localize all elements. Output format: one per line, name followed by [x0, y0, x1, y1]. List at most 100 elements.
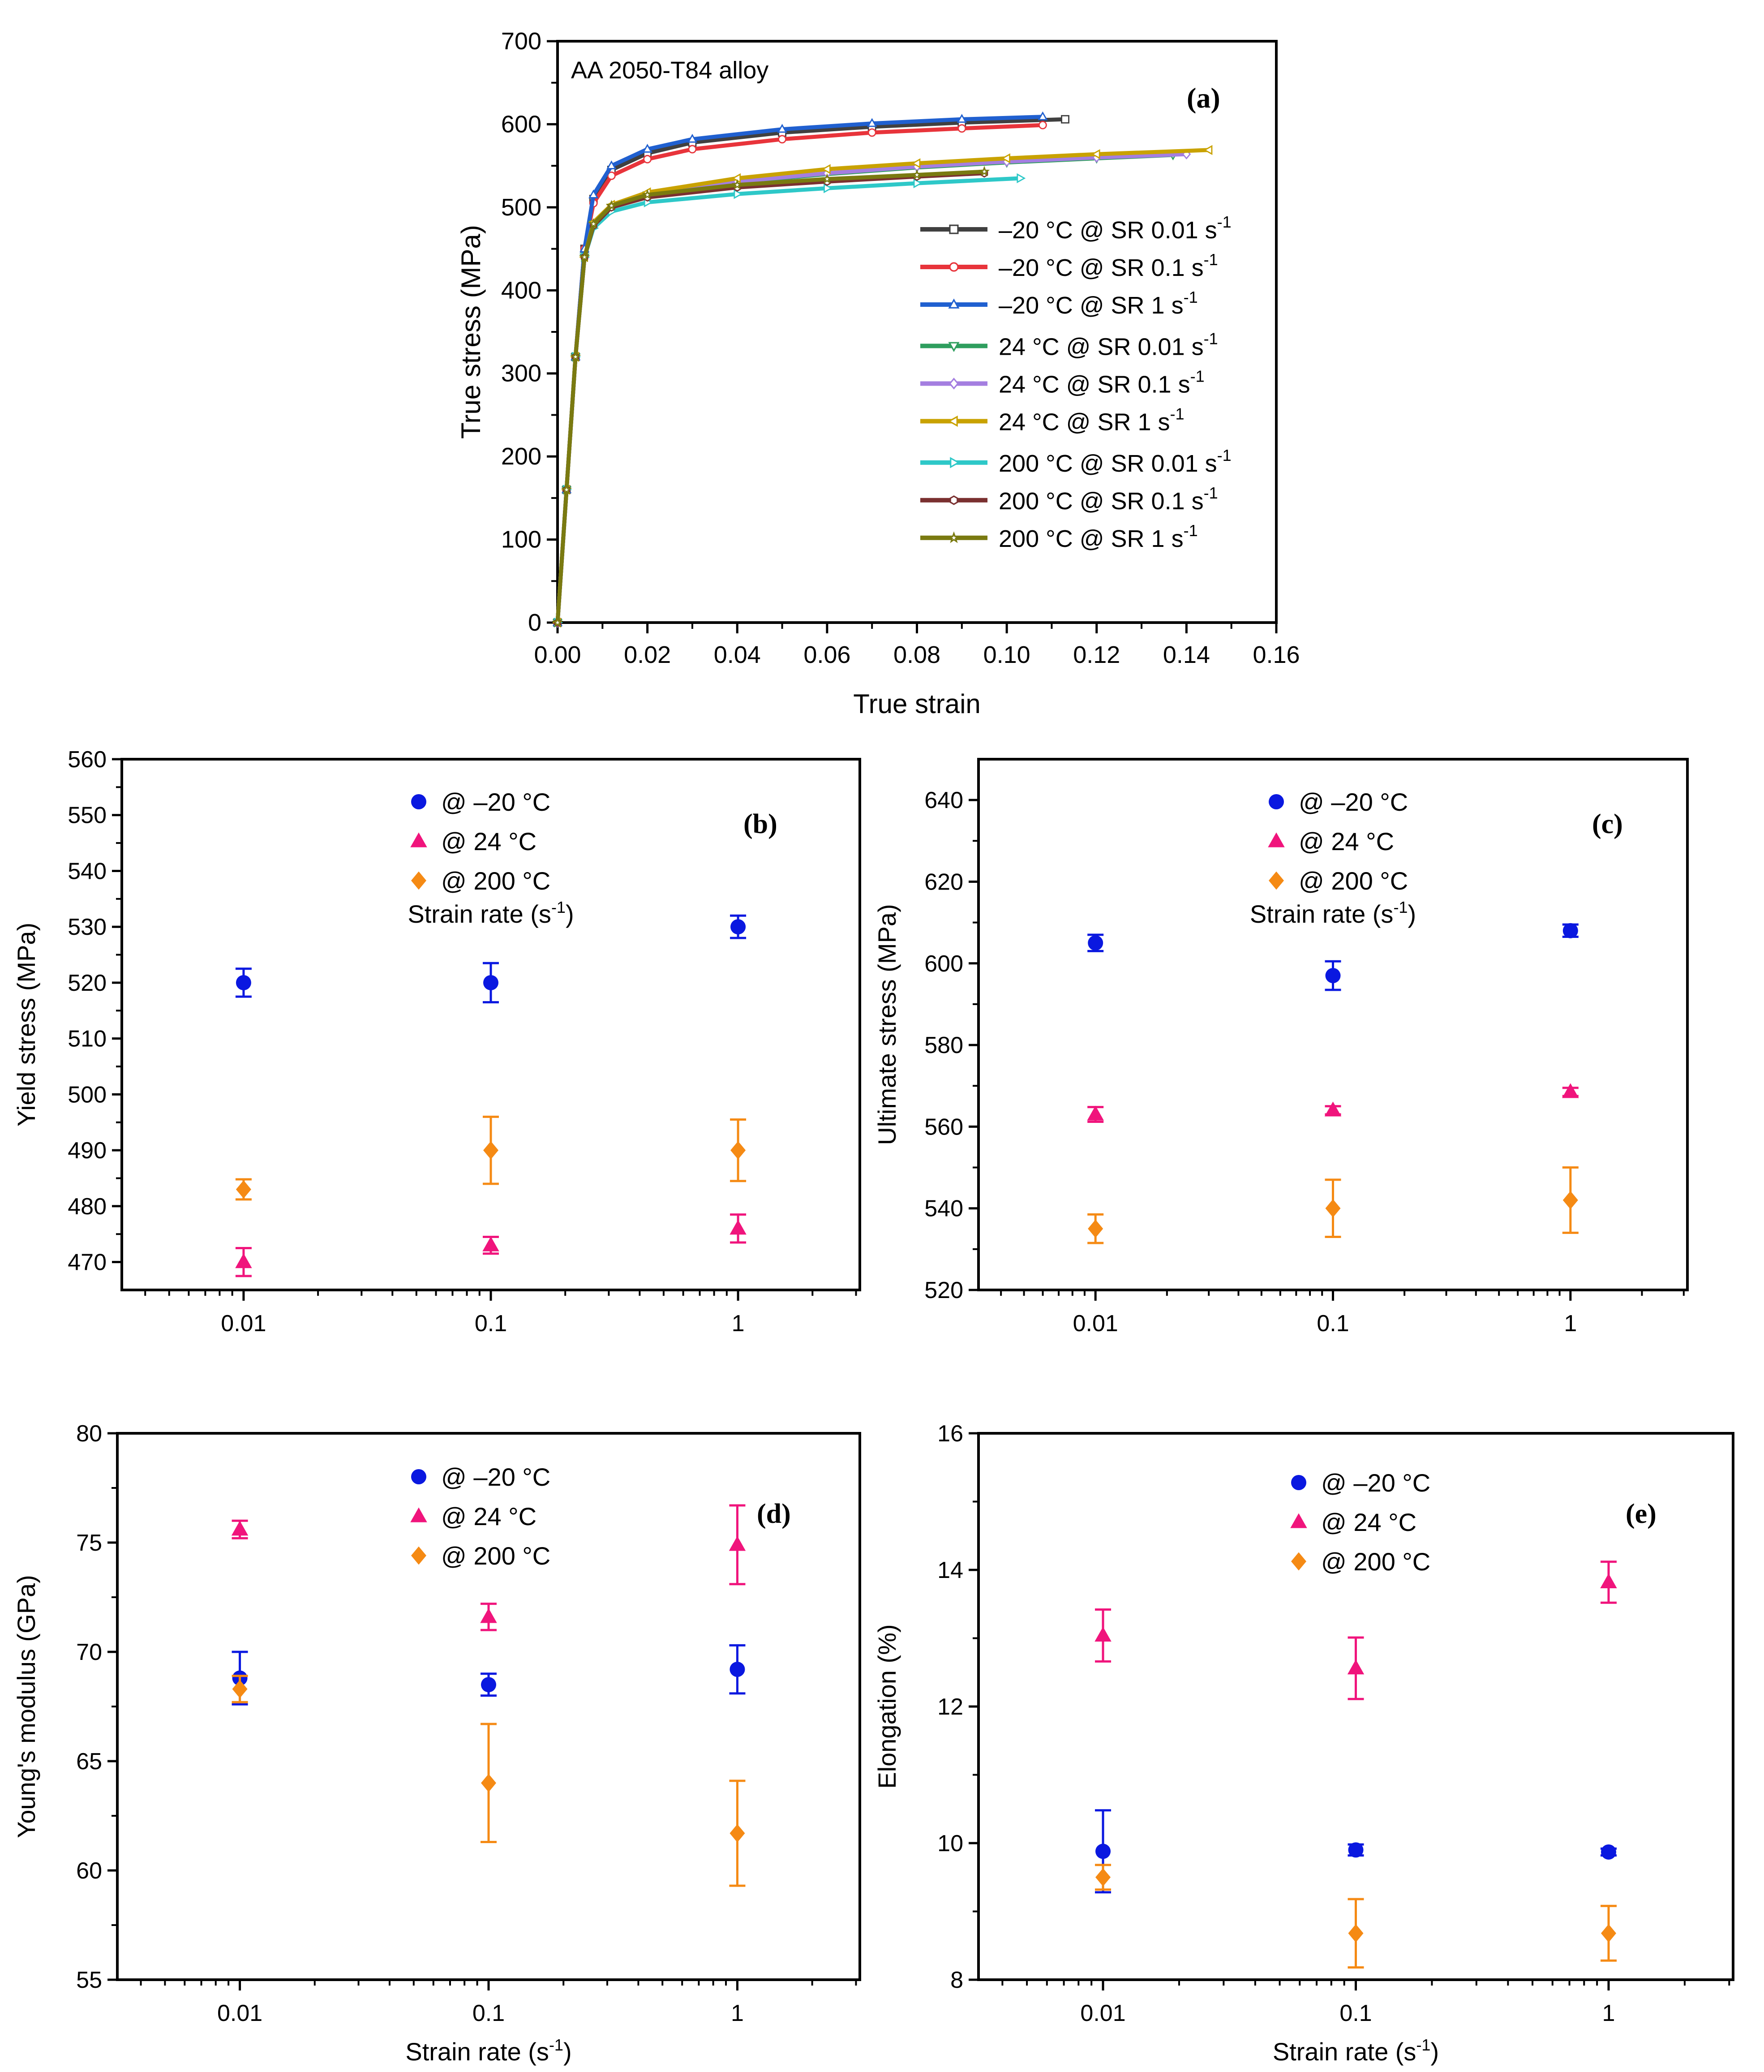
series-line-8: [555, 169, 985, 623]
legend-label-6: 200 °C @ SR 0.01 s-1: [999, 446, 1232, 477]
data-point-a-1: [688, 145, 697, 154]
data-point-e-1: [1094, 1626, 1112, 1642]
data-point-a-6: [1017, 173, 1026, 184]
legend-label-d-2: @ 200 °C: [441, 1542, 550, 1570]
chart-c: 520 540 560 580 600 620 640 0.01 0.1 1 Strain rate…: [873, 758, 1689, 1337]
data-point-a-0: [1061, 115, 1069, 124]
legend-marker-4: [949, 378, 959, 390]
legend-label-b-0: @ –20 °C: [441, 788, 550, 816]
legend-marker-0: [949, 224, 959, 234]
data-point-b-2: [483, 1141, 498, 1160]
y-tick-label-b: 540: [68, 858, 107, 884]
x-axis-label-e: Strain rate (s-1): [1273, 2036, 1439, 2066]
y-tick-label-e: 16: [937, 1421, 963, 1447]
legend-label-e-1: @ 24 °C: [1321, 1508, 1416, 1536]
y-axis-label-d: Young's modulus (GPa): [12, 1575, 40, 1838]
data-point-a-1: [1038, 120, 1047, 129]
panel-label-b: (b): [743, 809, 777, 839]
legend-marker-6: [950, 457, 960, 469]
legend-marker-d-1: [410, 1507, 427, 1522]
data-point-c-1: [1324, 1101, 1342, 1117]
data-point-d-2: [481, 1774, 496, 1793]
y-tick-label-a: 300: [501, 360, 541, 387]
series-line-6: [555, 176, 1021, 623]
panel-label-c: (c): [1592, 809, 1623, 839]
x-tick-label-d: 0.01: [217, 2000, 262, 2026]
series-line-0: [555, 117, 1065, 623]
data-point-a-8: [821, 173, 833, 184]
data-point-b-1: [235, 1253, 252, 1268]
y-tick-label-d: 55: [76, 1967, 102, 1993]
legend-label-c-0: @ –20 °C: [1299, 788, 1408, 816]
chart-title-a: AA 2050-T84 alloy: [571, 57, 768, 84]
legend-marker-2: [948, 298, 960, 309]
y-tick-label-b: 480: [68, 1194, 107, 1220]
data-point-a-2: [588, 189, 599, 198]
data-point-b-2: [730, 1141, 746, 1160]
x-tick-label-e: 0.01: [1080, 2000, 1125, 2026]
y-tick-label-b: 490: [68, 1138, 107, 1164]
data-point-c-1: [1087, 1105, 1104, 1121]
panel-label-e: (e): [1626, 1499, 1657, 1529]
data-point-e-2: [1601, 1924, 1616, 1943]
legend-marker-e-0: [1291, 1475, 1306, 1490]
y-tick-label-e: 8: [950, 1967, 963, 1993]
legend-marker-c-1: [1268, 832, 1285, 847]
data-point-a-6: [734, 189, 743, 199]
legend-marker-b-2: [411, 871, 426, 890]
x-tick-label-e: 1: [1602, 2000, 1615, 2026]
x-axis-label-a: True strain: [853, 689, 981, 719]
data-point-a-8: [606, 200, 617, 211]
x-tick-label-e: 0.1: [1339, 2000, 1372, 2026]
data-point-e-0: [1348, 1842, 1364, 1858]
data-point-a-8: [579, 251, 590, 262]
y-tick-label-c: 560: [924, 1114, 963, 1140]
y-tick-label-b: 470: [68, 1250, 107, 1276]
y-tick-label-d: 80: [76, 1421, 102, 1447]
legend-label-5: 24 °C @ SR 1 s-1: [999, 404, 1185, 435]
legend-marker-1: [949, 262, 959, 272]
x-tick-label-b: 1: [732, 1311, 745, 1337]
series-line-7: [555, 171, 985, 623]
data-point-a-2: [867, 118, 877, 127]
data-point-a-8: [731, 179, 743, 190]
data-point-d-1: [480, 1608, 497, 1623]
y-tick-label-a: 400: [501, 277, 541, 304]
data-point-a-8: [979, 166, 990, 176]
x-axis-label-b: Strain rate (s-1): [408, 898, 574, 928]
data-point-a-8: [588, 218, 599, 229]
legend-marker-d-0: [411, 1469, 426, 1484]
data-point-e-1: [1347, 1659, 1365, 1675]
x-tick-label-c: 1: [1564, 1311, 1577, 1337]
data-point-a-2: [777, 124, 787, 133]
y-tick-label-e: 12: [937, 1694, 963, 1720]
x-tick-label-b: 0.01: [221, 1311, 266, 1337]
y-tick-label-a: 100: [501, 526, 541, 553]
data-point-a-2: [1038, 111, 1048, 120]
data-point-b-0: [730, 919, 746, 935]
data-point-a-8: [552, 617, 563, 628]
data-point-a-2: [642, 144, 652, 153]
x-tick-label-a: 0.06: [803, 641, 850, 668]
data-point-c-2: [1088, 1219, 1103, 1238]
data-point-a-2: [606, 160, 617, 169]
legend-marker-b-0: [411, 794, 426, 809]
data-point-b-1: [482, 1236, 499, 1251]
data-point-d-1: [729, 1536, 746, 1551]
y-tick-label-c: 640: [924, 787, 963, 813]
y-tick-label-d: 60: [76, 1858, 102, 1884]
y-tick-label-b: 530: [68, 914, 107, 940]
data-point-b-1: [730, 1220, 747, 1235]
y-tick-label-e: 14: [937, 1557, 963, 1583]
series-line-2: [555, 115, 1043, 623]
legend-marker-8: [948, 531, 960, 543]
data-point-c-0: [1325, 968, 1341, 984]
data-point-a-6: [824, 183, 833, 193]
legend-label-c-1: @ 24 °C: [1299, 827, 1394, 855]
data-point-e-1: [1600, 1573, 1617, 1589]
data-point-b-2: [236, 1180, 251, 1199]
panel-label-a: (a): [1187, 82, 1220, 114]
x-tick-label-b: 0.1: [475, 1311, 507, 1337]
data-point-a-5: [1091, 149, 1100, 159]
y-axis-label-b: Yield stress (MPa): [12, 923, 40, 1126]
